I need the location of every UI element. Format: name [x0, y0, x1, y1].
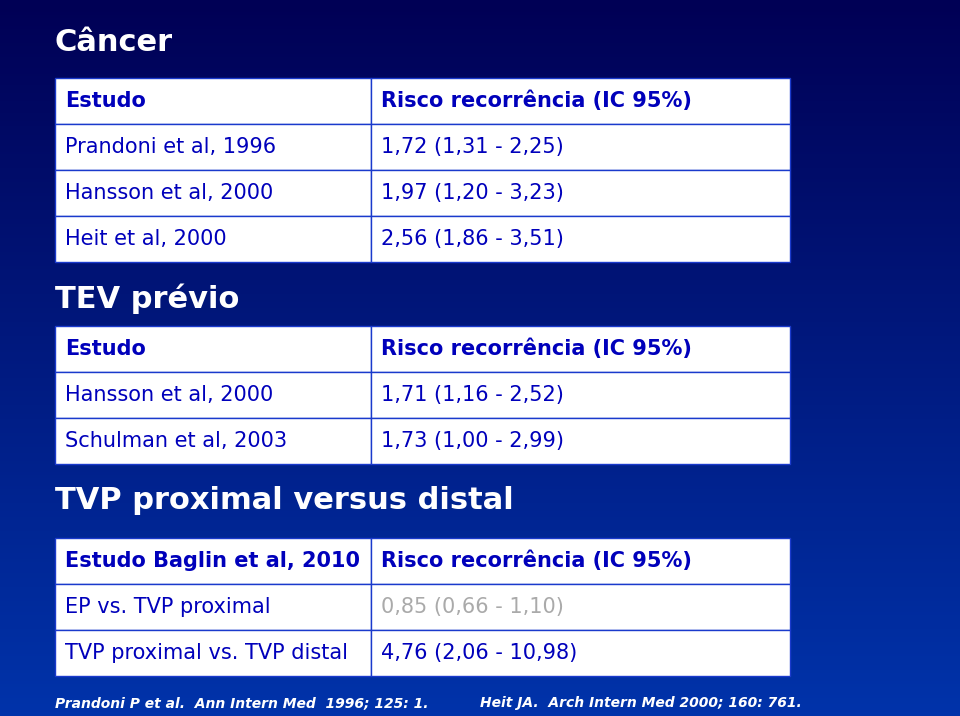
Bar [55, 538, 372, 584]
Text: Prandoni P et al.  Ann Intern Med  1996; 125: 1.: Prandoni P et al. Ann Intern Med 1996; 1… [55, 696, 428, 710]
Bar [372, 418, 790, 464]
Bar [372, 372, 790, 418]
Bar [372, 216, 790, 262]
Text: 1,72 (1,31 - 2,25): 1,72 (1,31 - 2,25) [381, 137, 564, 157]
Bar [55, 630, 372, 676]
Text: Hansson et al, 2000: Hansson et al, 2000 [65, 385, 274, 405]
Text: Risco recorrência (IC 95%): Risco recorrência (IC 95%) [381, 91, 692, 111]
Bar [55, 216, 372, 262]
Text: TVP proximal vs. TVP distal: TVP proximal vs. TVP distal [65, 643, 348, 663]
Text: 1,97 (1,20 - 3,23): 1,97 (1,20 - 3,23) [381, 183, 564, 203]
Bar [372, 538, 790, 584]
Text: 0,85 (0,66 - 1,10): 0,85 (0,66 - 1,10) [381, 597, 564, 617]
Bar [372, 78, 790, 124]
Text: TEV prévio: TEV prévio [55, 284, 239, 314]
Text: Schulman et al, 2003: Schulman et al, 2003 [65, 431, 287, 451]
Text: Câncer: Câncer [55, 28, 173, 57]
Text: Estudo: Estudo [65, 339, 146, 359]
Text: 1,73 (1,00 - 2,99): 1,73 (1,00 - 2,99) [381, 431, 564, 451]
Bar [55, 418, 372, 464]
Bar [55, 78, 372, 124]
Text: Estudo Baglin et al, 2010: Estudo Baglin et al, 2010 [65, 551, 360, 571]
Bar [55, 372, 372, 418]
Text: 4,76 (2,06 - 10,98): 4,76 (2,06 - 10,98) [381, 643, 577, 663]
Text: TVP proximal versus distal: TVP proximal versus distal [55, 486, 514, 515]
Text: Heit et al, 2000: Heit et al, 2000 [65, 229, 227, 249]
Bar [372, 630, 790, 676]
Text: 1,71 (1,16 - 2,52): 1,71 (1,16 - 2,52) [381, 385, 564, 405]
Text: Risco recorrência (IC 95%): Risco recorrência (IC 95%) [381, 339, 692, 359]
Text: Prandoni et al, 1996: Prandoni et al, 1996 [65, 137, 276, 157]
Bar [372, 170, 790, 216]
Bar [55, 326, 372, 372]
Bar [55, 584, 372, 630]
Text: Estudo: Estudo [65, 91, 146, 111]
Bar [55, 170, 372, 216]
Bar [372, 124, 790, 170]
Text: Heit JA.  Arch Intern Med 2000; 160: 761.: Heit JA. Arch Intern Med 2000; 160: 761. [480, 696, 802, 710]
Bar [372, 584, 790, 630]
Bar [55, 124, 372, 170]
Bar [372, 326, 790, 372]
Text: Hansson et al, 2000: Hansson et al, 2000 [65, 183, 274, 203]
Text: 2,56 (1,86 - 3,51): 2,56 (1,86 - 3,51) [381, 229, 564, 249]
Text: Risco recorrência (IC 95%): Risco recorrência (IC 95%) [381, 551, 692, 571]
Text: EP vs. TVP proximal: EP vs. TVP proximal [65, 597, 271, 617]
